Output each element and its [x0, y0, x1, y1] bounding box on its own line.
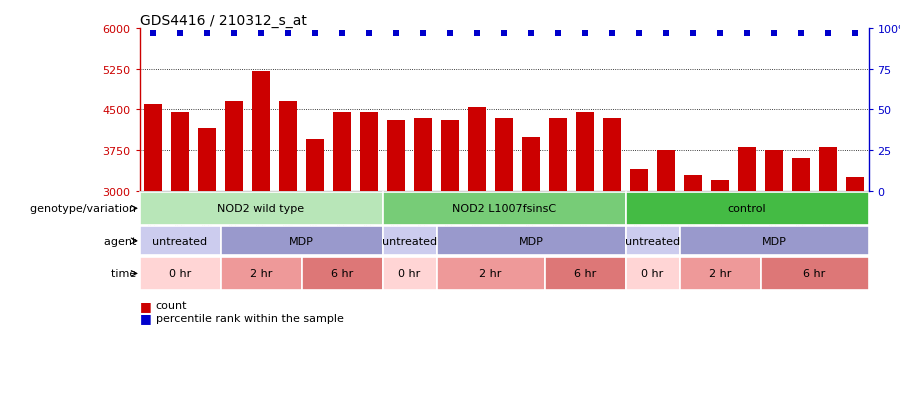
Bar	[436, 257, 544, 290]
Point	[146, 31, 160, 37]
Bar	[522, 137, 540, 191]
Point	[470, 31, 484, 37]
Text: MDP: MDP	[518, 236, 544, 246]
Text: untreated: untreated	[152, 236, 208, 246]
Point	[713, 31, 727, 37]
Point	[740, 31, 754, 37]
Bar	[684, 175, 702, 191]
Bar	[140, 227, 220, 256]
Point	[578, 31, 592, 37]
Bar	[387, 121, 405, 191]
Bar	[382, 192, 626, 225]
Text: percentile rank within the sample: percentile rank within the sample	[156, 313, 344, 323]
Bar	[441, 121, 459, 191]
Bar	[220, 227, 382, 256]
Bar	[738, 148, 756, 191]
Text: ■: ■	[140, 299, 151, 312]
Point	[848, 31, 862, 37]
Point	[767, 31, 781, 37]
Bar	[140, 257, 220, 290]
Bar	[765, 151, 783, 191]
Bar	[846, 178, 864, 191]
Text: 2 hr: 2 hr	[709, 269, 731, 279]
Text: agent: agent	[104, 236, 140, 246]
Bar	[306, 140, 324, 191]
Text: 6 hr: 6 hr	[804, 269, 825, 279]
Point	[335, 31, 349, 37]
Bar	[382, 257, 436, 290]
Text: MDP: MDP	[761, 236, 787, 246]
Text: 6 hr: 6 hr	[574, 269, 596, 279]
Point	[686, 31, 700, 37]
Bar	[657, 151, 675, 191]
Point	[362, 31, 376, 37]
Bar	[360, 113, 378, 191]
Point	[227, 31, 241, 37]
Point	[308, 31, 322, 37]
Bar	[711, 180, 729, 191]
Point	[659, 31, 673, 37]
Bar	[760, 257, 868, 290]
Bar	[140, 192, 382, 225]
Point	[173, 31, 187, 37]
Text: NOD2 L1007fsinsC: NOD2 L1007fsinsC	[452, 204, 556, 214]
Bar	[626, 192, 868, 225]
Bar	[382, 227, 436, 256]
Bar	[549, 118, 567, 191]
Point	[281, 31, 295, 37]
Text: 2 hr: 2 hr	[480, 269, 501, 279]
Point	[389, 31, 403, 37]
Point	[254, 31, 268, 37]
Point	[632, 31, 646, 37]
Text: 2 hr: 2 hr	[250, 269, 272, 279]
Point	[551, 31, 565, 37]
Bar	[495, 118, 513, 191]
Point	[524, 31, 538, 37]
Bar	[198, 129, 216, 191]
Bar	[792, 159, 810, 191]
Point	[200, 31, 214, 37]
Text: ■: ■	[140, 311, 151, 325]
Bar	[626, 257, 680, 290]
Point	[794, 31, 808, 37]
Point	[443, 31, 457, 37]
Bar	[680, 257, 760, 290]
Text: untreated: untreated	[625, 236, 680, 246]
Text: NOD2 wild type: NOD2 wild type	[218, 204, 304, 214]
Text: 0 hr: 0 hr	[169, 269, 191, 279]
Text: control: control	[728, 204, 766, 214]
Bar	[630, 170, 648, 191]
Bar	[626, 227, 680, 256]
Text: time: time	[111, 269, 140, 279]
Text: count: count	[156, 301, 187, 311]
Text: 0 hr: 0 hr	[399, 269, 420, 279]
Bar	[468, 107, 486, 191]
Text: GDS4416 / 210312_s_at: GDS4416 / 210312_s_at	[140, 14, 306, 28]
Bar	[279, 102, 297, 191]
Bar	[819, 148, 837, 191]
Bar	[333, 113, 351, 191]
Bar	[414, 118, 432, 191]
Text: MDP: MDP	[289, 236, 314, 246]
Bar	[171, 113, 189, 191]
Bar	[302, 257, 382, 290]
Bar	[436, 227, 626, 256]
Bar	[225, 102, 243, 191]
Text: 6 hr: 6 hr	[331, 269, 353, 279]
Bar	[144, 105, 162, 191]
Bar	[603, 118, 621, 191]
Point	[605, 31, 619, 37]
Text: 0 hr: 0 hr	[642, 269, 663, 279]
Bar	[220, 257, 302, 290]
Text: untreated: untreated	[382, 236, 437, 246]
Point	[497, 31, 511, 37]
Point	[821, 31, 835, 37]
Text: genotype/variation: genotype/variation	[30, 204, 140, 214]
Point	[416, 31, 430, 37]
Bar	[680, 227, 868, 256]
Bar	[576, 113, 594, 191]
Bar	[544, 257, 626, 290]
Bar	[252, 72, 270, 191]
